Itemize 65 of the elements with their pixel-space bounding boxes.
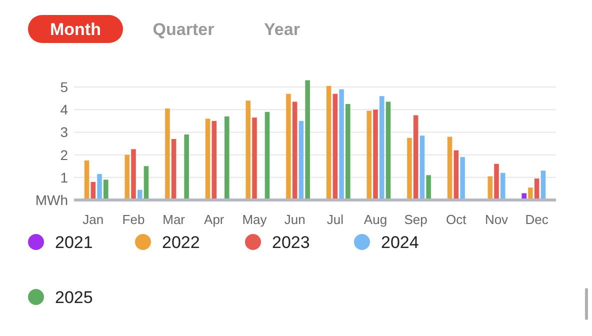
bar <box>488 176 493 200</box>
bar <box>212 120 217 200</box>
bar <box>339 89 344 200</box>
bar <box>407 138 412 200</box>
y-tick-label: 5 <box>60 79 68 96</box>
x-tick-label: Nov <box>484 212 509 227</box>
bar <box>460 157 465 200</box>
x-tick-label: May <box>242 212 268 227</box>
text: Month <box>50 20 101 39</box>
bar <box>144 166 149 200</box>
bar <box>528 188 533 200</box>
bar <box>252 118 257 200</box>
bar <box>454 150 459 200</box>
x-tick-label: Sep <box>404 212 428 227</box>
x-tick-label: Mar <box>162 212 186 227</box>
bar <box>420 136 425 200</box>
x-tick-label: Dec <box>525 212 549 227</box>
y-tick-label: 3 <box>60 124 68 140</box>
bar <box>373 110 378 200</box>
bar <box>500 172 506 200</box>
legend-label: 2025 <box>55 288 93 307</box>
bar <box>346 104 350 200</box>
x-tick-label: Apr <box>204 212 225 227</box>
text: Year <box>264 20 300 39</box>
bar <box>246 100 251 200</box>
bar <box>286 94 291 200</box>
legend-label: 2024 <box>381 233 419 252</box>
bar <box>366 110 372 200</box>
y-tick-label: MWh <box>35 192 68 208</box>
bar <box>413 115 418 200</box>
bar <box>165 108 170 200</box>
bar <box>97 174 102 200</box>
bar <box>171 139 176 200</box>
bar <box>205 118 210 200</box>
bar <box>426 175 431 200</box>
y-tick-label: 4 <box>60 102 68 118</box>
legend-label: 2023 <box>272 233 310 252</box>
bar <box>131 149 136 200</box>
bar <box>264 112 270 200</box>
bar <box>494 164 499 200</box>
x-tick-label: Jul <box>326 212 344 227</box>
bar <box>447 136 452 200</box>
bar <box>224 116 230 200</box>
bar <box>104 180 108 200</box>
bar <box>184 134 189 200</box>
bar <box>84 160 90 200</box>
y-tick-label: 2 <box>60 146 68 163</box>
bar <box>326 86 332 200</box>
bar <box>305 80 310 200</box>
x-tick-label: Aug <box>364 212 388 227</box>
text: Quarter <box>152 20 215 39</box>
x-tick-label: Jan <box>82 212 104 227</box>
legend-label: 2021 <box>55 233 93 252</box>
bar <box>540 170 546 200</box>
x-tick-label: Feb <box>122 212 145 227</box>
bar <box>292 102 298 200</box>
y-tick-label: 1 <box>60 169 68 186</box>
bar <box>332 94 338 200</box>
bar <box>298 120 304 200</box>
x-tick-label: Jun <box>284 212 306 227</box>
bar <box>124 154 130 200</box>
legend-label: 2022 <box>162 233 200 252</box>
bar <box>386 102 391 200</box>
x-tick-label: Oct <box>446 212 467 227</box>
bar <box>379 96 384 200</box>
